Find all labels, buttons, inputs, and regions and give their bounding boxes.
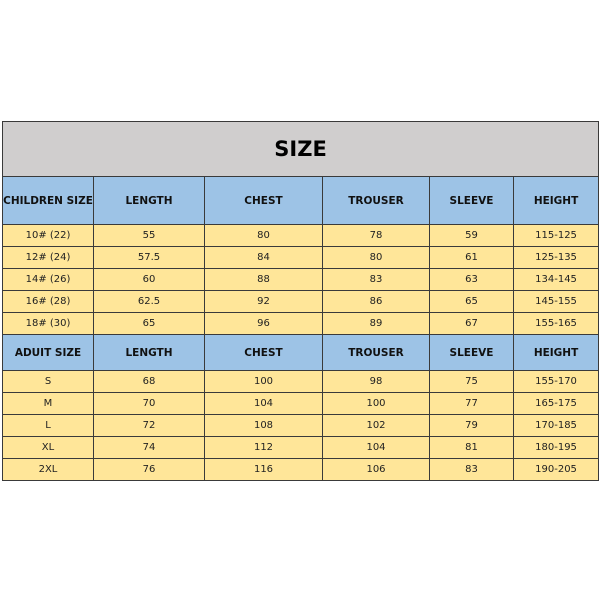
children-header-cell: LENGTH	[93, 176, 205, 225]
adult-header-cell: HEIGHT	[512, 334, 600, 371]
children-cell: 115-125	[512, 224, 600, 247]
children-cell: 63	[429, 268, 514, 291]
children-cell: 80	[322, 246, 430, 269]
children-table-row: 10# (22) 55 80 78 59 115-125	[2, 224, 600, 247]
adult-cell: 77	[429, 392, 514, 415]
adult-cell: 83	[429, 458, 514, 481]
adult-header-cell: TROUSER	[322, 334, 430, 371]
adult-table-row: 2XL 76 116 106 83 190-205	[2, 458, 600, 481]
children-cell: 16# (28)	[2, 290, 94, 313]
chart-title: SIZE	[1, 121, 600, 177]
children-cell: 145-155	[512, 290, 600, 313]
children-header-cell: CHEST	[204, 176, 323, 225]
adult-cell: 170-185	[512, 414, 600, 437]
children-table-row: 14# (26) 60 88 83 63 134-145	[2, 268, 600, 291]
children-cell: 12# (24)	[2, 246, 94, 269]
adult-cell: 81	[429, 436, 514, 459]
children-cell: 80	[204, 224, 323, 247]
adult-cell: 70	[93, 392, 205, 415]
children-cell: 57.5	[93, 246, 205, 269]
adult-cell: 100	[204, 370, 323, 393]
children-cell: 89	[322, 312, 430, 335]
children-header-row: CHILDREN SIZE LENGTH CHEST TROUSER SLEEVE HEI…	[2, 176, 600, 225]
children-header-cell: SLEEVE	[429, 176, 514, 225]
size-chart-table: SIZE CHILDREN SIZE LENGTH CHEST TROUSER SLEE…	[1, 121, 600, 481]
adult-table-row: M 70 104 100 77 165-175	[2, 392, 600, 415]
children-cell: 92	[204, 290, 323, 313]
adult-cell: 190-205	[512, 458, 600, 481]
adult-cell: 116	[204, 458, 323, 481]
adult-cell: 98	[322, 370, 430, 393]
children-cell: 55	[93, 224, 205, 247]
children-cell: 86	[322, 290, 430, 313]
adult-cell: XL	[2, 436, 94, 459]
children-cell: 125-135	[512, 246, 600, 269]
children-cell: 67	[429, 312, 514, 335]
adult-cell: 76	[93, 458, 205, 481]
adult-cell: 72	[93, 414, 205, 437]
adult-cell: L	[2, 414, 94, 437]
children-cell: 18# (30)	[2, 312, 94, 335]
adult-header-cell: CHEST	[204, 334, 323, 371]
children-cell: 96	[204, 312, 323, 335]
adult-cell: M	[2, 392, 94, 415]
adult-cell: 2XL	[2, 458, 94, 481]
children-cell: 59	[429, 224, 514, 247]
adult-header-row: ADUIT SIZE LENGTH CHEST TROUSER SLEEVE HEIGHT	[2, 334, 600, 371]
children-cell: 14# (26)	[2, 268, 94, 291]
adult-cell: 104	[204, 392, 323, 415]
adult-cell: 102	[322, 414, 430, 437]
adult-table-row: XL 74 112 104 81 180-195	[2, 436, 600, 459]
adult-cell: 165-175	[512, 392, 600, 415]
children-cell: 88	[204, 268, 323, 291]
children-cell: 134-145	[512, 268, 600, 291]
children-header-cell: HEIGHT	[512, 176, 600, 225]
adult-header-cell: LENGTH	[93, 334, 205, 371]
children-cell: 78	[322, 224, 430, 247]
adult-table-row: S 68 100 98 75 155-170	[2, 370, 600, 393]
adult-cell: 106	[322, 458, 430, 481]
children-cell: 83	[322, 268, 430, 291]
adult-table-row: L 72 108 102 79 170-185	[2, 414, 600, 437]
adult-header-cell: SLEEVE	[429, 334, 514, 371]
adult-cell: 75	[429, 370, 514, 393]
children-cell: 65	[93, 312, 205, 335]
children-cell: 62.5	[93, 290, 205, 313]
children-cell: 84	[204, 246, 323, 269]
adult-cell: 68	[93, 370, 205, 393]
children-table-row: 12# (24) 57.5 84 80 61 125-135	[2, 246, 600, 269]
adult-cell: 112	[204, 436, 323, 459]
adult-cell: 74	[93, 436, 205, 459]
adult-cell: 79	[429, 414, 514, 437]
children-header-cell: CHILDREN SIZE	[2, 176, 94, 225]
children-table-row: 18# (30) 65 96 89 67 155-165	[2, 312, 600, 335]
adult-cell: S	[2, 370, 94, 393]
children-cell: 61	[429, 246, 514, 269]
adult-cell: 100	[322, 392, 430, 415]
children-cell: 10# (22)	[2, 224, 94, 247]
adult-cell: 108	[204, 414, 323, 437]
adult-cell: 180-195	[512, 436, 600, 459]
title-row: SIZE	[1, 121, 600, 177]
adult-cell: 155-170	[512, 370, 600, 393]
children-cell: 65	[429, 290, 514, 313]
children-header-cell: TROUSER	[322, 176, 430, 225]
children-cell: 60	[93, 268, 205, 291]
adult-cell: 104	[322, 436, 430, 459]
children-table-row: 16# (28) 62.5 92 86 65 145-155	[2, 290, 600, 313]
adult-header-cell: ADUIT SIZE	[2, 334, 94, 371]
children-cell: 155-165	[512, 312, 600, 335]
